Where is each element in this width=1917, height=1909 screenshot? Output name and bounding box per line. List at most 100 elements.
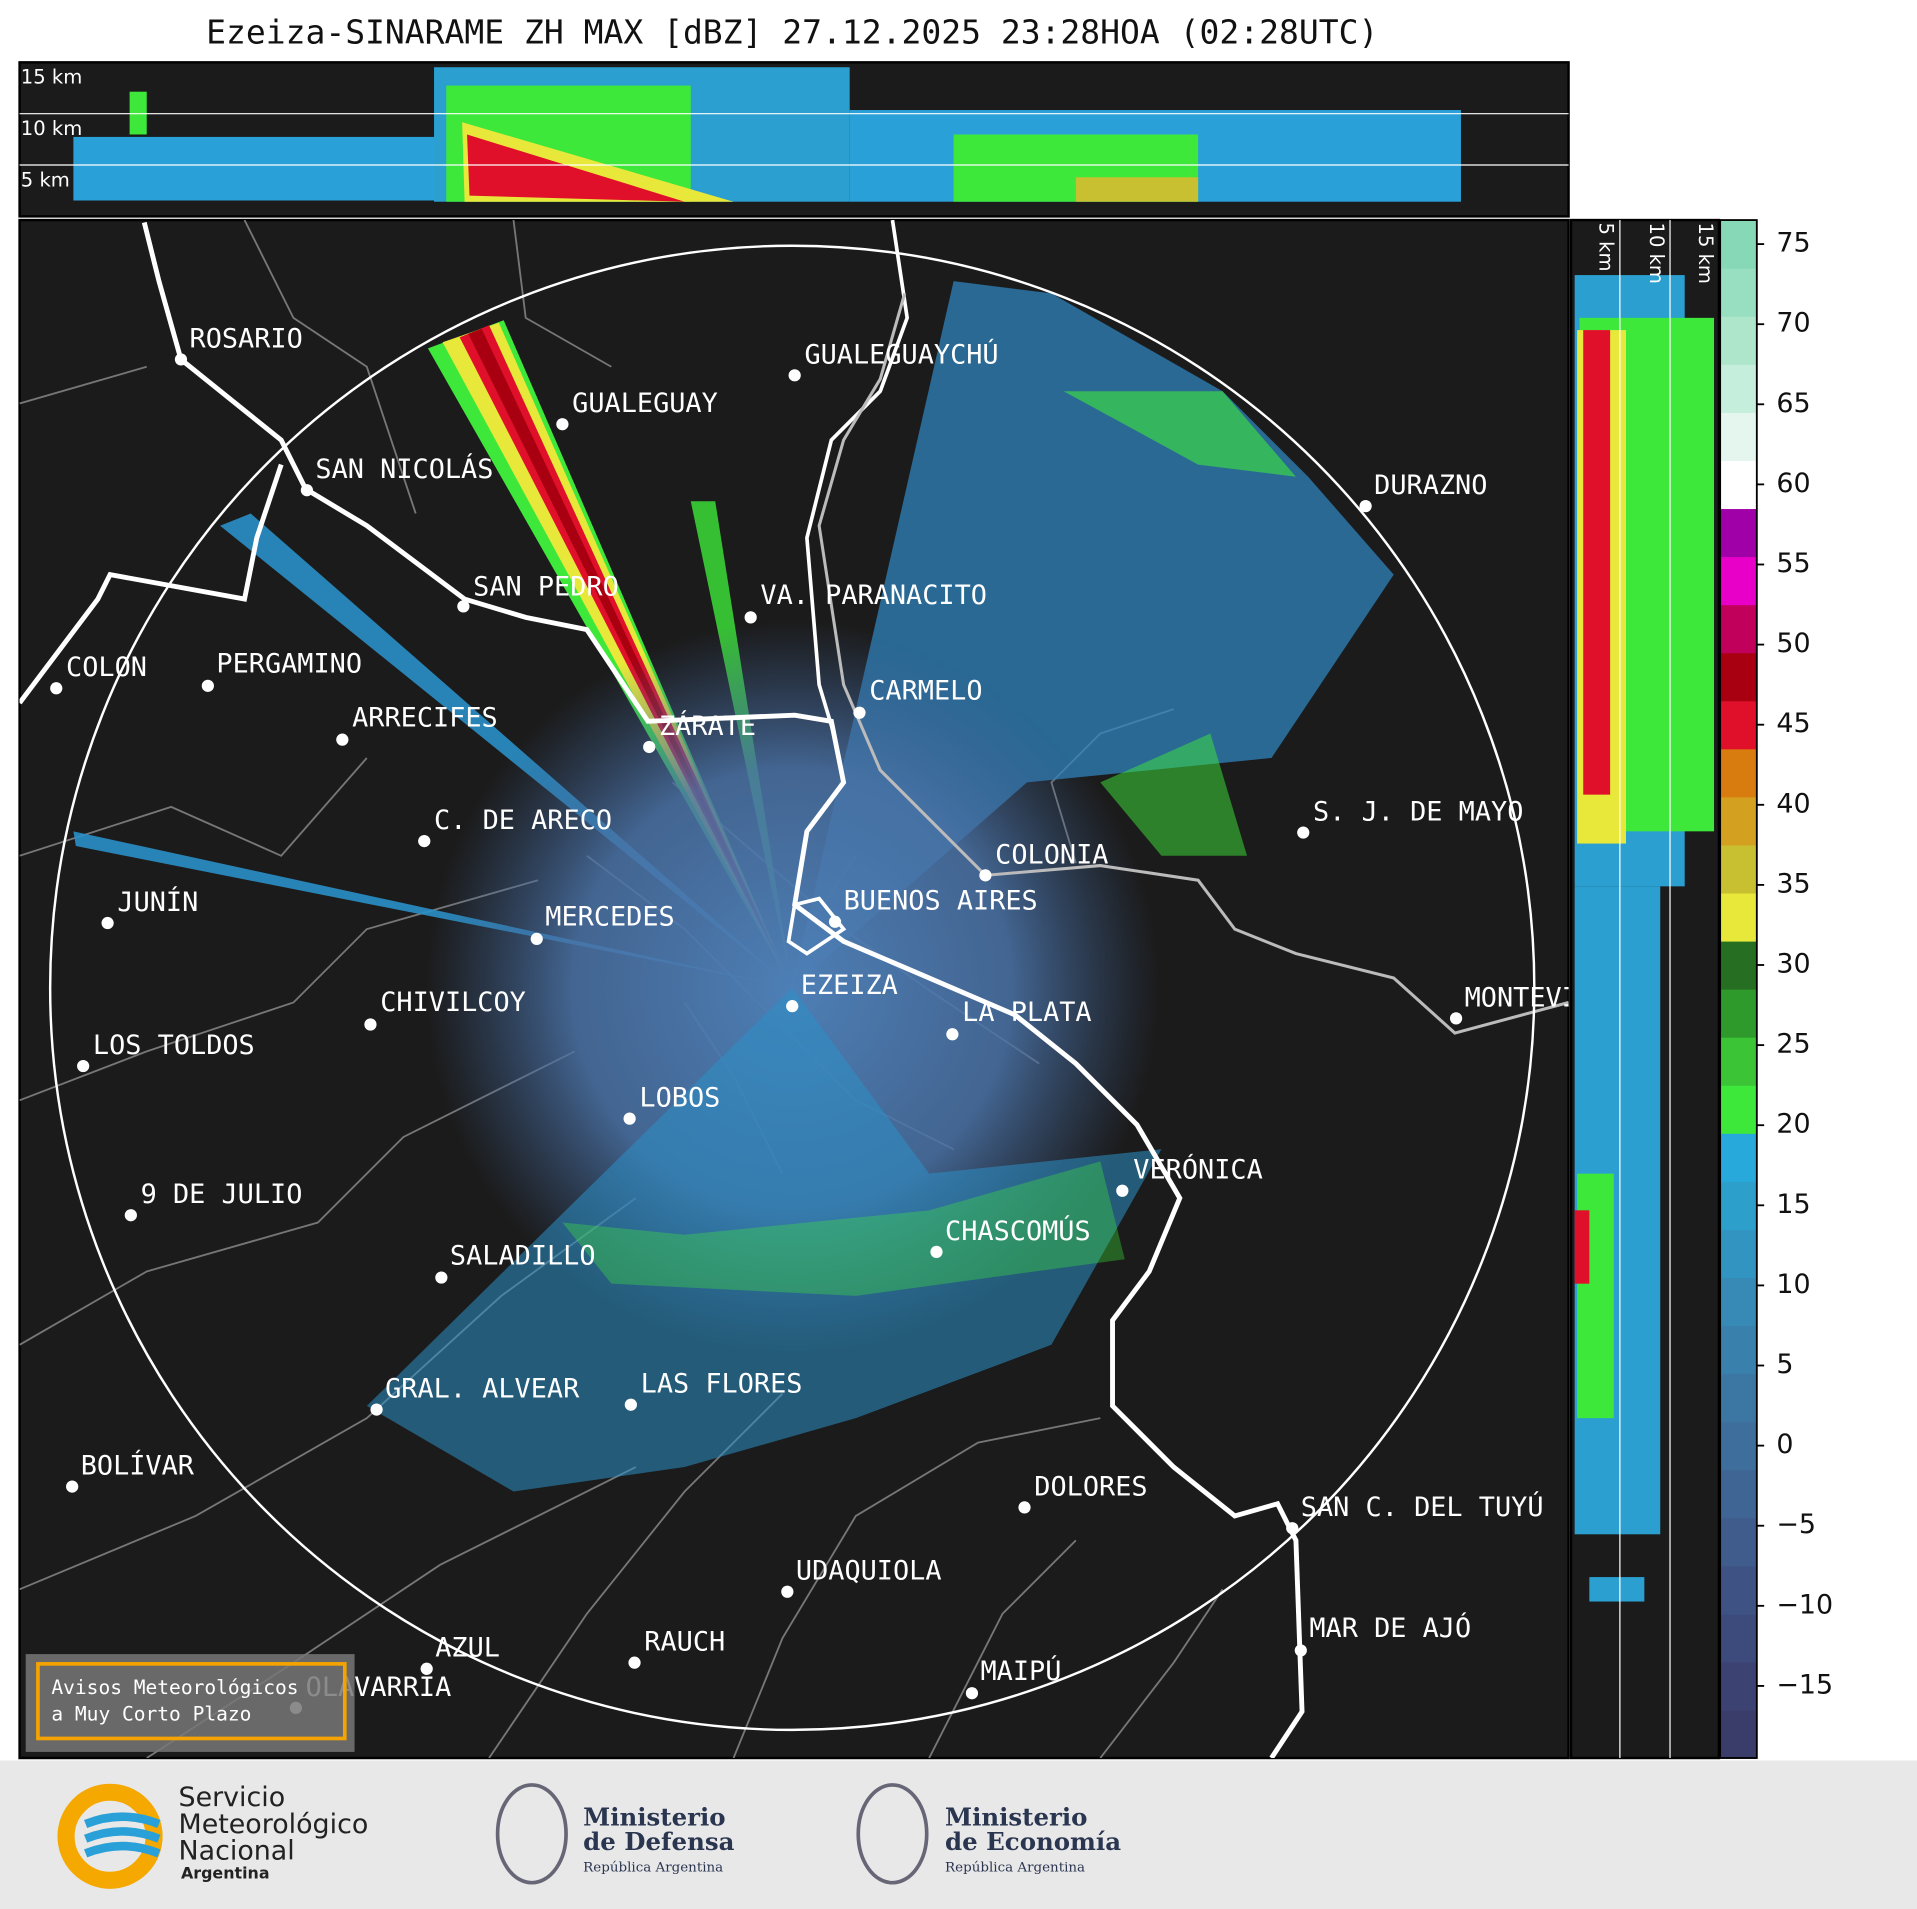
city-dot — [1116, 1184, 1129, 1197]
city-label: S. J. DE MAYO — [1313, 796, 1523, 827]
logo-text: de Economía — [945, 1827, 1121, 1856]
logo-text: Meteorológico — [179, 1809, 369, 1840]
city-dot — [979, 869, 992, 882]
echo — [1583, 330, 1611, 795]
city-label: 9 DE JULIO — [141, 1179, 303, 1210]
colorbar-frame — [1719, 219, 1758, 1759]
echo — [1589, 1577, 1645, 1602]
city-label: DURAZNO — [1374, 470, 1487, 501]
city-dot — [364, 1018, 377, 1031]
logo-economia: Ministerio de Economía República Argenti… — [856, 1783, 1121, 1885]
city-dot — [530, 932, 543, 946]
city-dot — [300, 484, 313, 497]
city-dot — [628, 1656, 641, 1669]
echo-profile — [1574, 275, 1715, 1602]
colorbar-band — [1720, 364, 1757, 413]
colorbar-tick-label: 15 — [1776, 1189, 1810, 1220]
colorbar-band — [1720, 556, 1757, 606]
city-dot — [1294, 1644, 1307, 1657]
colorbar-tick-label: 35 — [1776, 868, 1810, 899]
logo-mark — [856, 1783, 929, 1885]
city-label: BUENOS AIRES — [844, 886, 1038, 917]
city-dot — [174, 353, 188, 366]
city-label: GUALEGUAY — [572, 388, 718, 419]
range-ring — [48, 244, 1536, 1732]
city-dot — [435, 1271, 448, 1284]
logo-waves — [84, 1812, 161, 1858]
colorbar-band — [1720, 604, 1757, 654]
colorbar-band — [1720, 1469, 1757, 1519]
city-label: SAN NICOLÁS — [315, 453, 493, 485]
city-label: GUALEGUAYCHÚ — [804, 338, 998, 370]
notice-border — [36, 1662, 347, 1741]
colorbar-tick-label: 20 — [1776, 1109, 1810, 1140]
city-dot — [786, 1000, 799, 1013]
city-dot — [457, 600, 470, 613]
colorbar-tick-label: 60 — [1776, 468, 1810, 499]
city-label: MERCEDES — [545, 902, 674, 933]
city-dot — [124, 1209, 137, 1222]
colorbar-band — [1720, 652, 1757, 702]
colorbar-band — [1720, 1709, 1757, 1759]
city-label: GRAL. ALVEAR — [385, 1374, 580, 1405]
logo-text: Servicio — [179, 1782, 286, 1813]
city-dot — [66, 1480, 79, 1493]
colorbar-tick-label: 0 — [1776, 1429, 1793, 1460]
city-label: ZÁRATE — [659, 710, 756, 742]
colorbar-band — [1720, 700, 1757, 750]
colorbar-tick-label: 70 — [1776, 308, 1810, 339]
colorbar-band — [1720, 1181, 1757, 1230]
logo-mark — [495, 1783, 568, 1885]
logo-text: Ministerio — [945, 1803, 1087, 1832]
echo — [366, 987, 1162, 1492]
radar-echoes — [73, 281, 1394, 1492]
city-label: BOLÍVAR — [81, 1450, 195, 1482]
notice-line: a Muy Corto Plazo — [51, 1703, 251, 1726]
colorbar-band — [1720, 268, 1757, 317]
city-dot — [1018, 1501, 1031, 1514]
logo-text: Ministerio — [583, 1803, 725, 1832]
city-label: MAR DE AJÓ — [1309, 1612, 1471, 1644]
colorbar-tick-label: 55 — [1776, 548, 1810, 579]
colorbar-band — [1720, 460, 1757, 510]
city-label: LOS TOLDOS — [93, 1030, 255, 1061]
city-label: PERGAMINO — [216, 649, 362, 680]
city-dot — [1359, 500, 1372, 513]
colorbar-band — [1720, 796, 1757, 846]
city-label: CARMELO — [869, 675, 982, 706]
echo — [467, 134, 685, 202]
city-dot — [781, 1585, 794, 1598]
colorbar-tick-label: −10 — [1776, 1589, 1833, 1620]
colorbar-tick-label: 45 — [1776, 708, 1810, 739]
echo — [1075, 177, 1199, 202]
notice-box: Avisos Meteorológicos a Muy Corto Plazo — [25, 1654, 355, 1752]
city-label: LA PLATA — [962, 997, 1091, 1028]
colorbar-band — [1720, 1325, 1757, 1375]
city-dot — [50, 682, 63, 695]
city-dot — [77, 1059, 90, 1073]
height-label: 5 km — [1595, 223, 1618, 272]
height-label: 10 km — [21, 117, 82, 140]
colorbar-band — [1720, 748, 1757, 798]
colorbar-band — [1720, 940, 1757, 990]
logo-text: Nacional — [179, 1836, 295, 1867]
city-dot — [930, 1245, 943, 1258]
city-label: LAS FLORES — [641, 1369, 803, 1400]
city-dot — [201, 679, 214, 692]
echo — [1100, 733, 1248, 856]
notice-background — [25, 1654, 355, 1752]
city-dot — [336, 733, 349, 746]
top-panel: 15 km 10 km 5 km — [18, 61, 1570, 218]
logo-text: de Defensa — [583, 1827, 734, 1856]
echo — [73, 831, 793, 988]
city-dot — [946, 1028, 959, 1041]
city-label: JUNÍN — [117, 886, 198, 918]
colorbar-tick-label: −5 — [1776, 1509, 1816, 1540]
city-label: AZUL — [435, 1633, 500, 1664]
echo-profile — [73, 67, 1461, 202]
city-dot — [101, 916, 114, 930]
city-label: MAIPÚ — [981, 1655, 1062, 1687]
city-dot — [744, 611, 757, 624]
